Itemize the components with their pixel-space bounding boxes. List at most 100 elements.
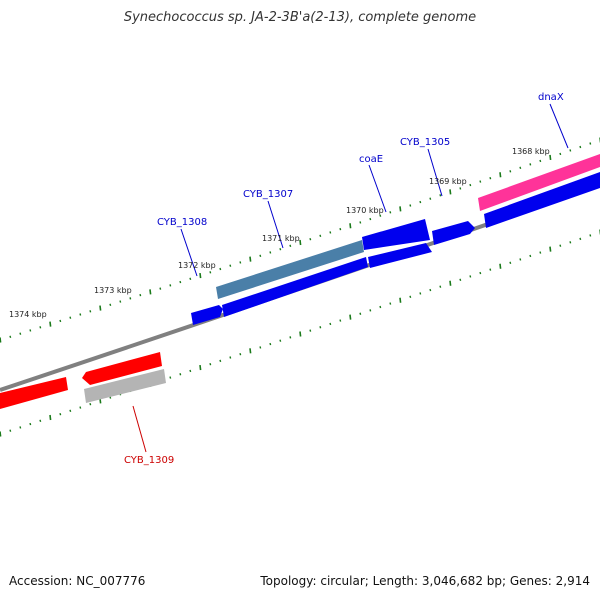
scale-tick-minor bbox=[109, 303, 112, 307]
scale-tick-minor bbox=[129, 297, 132, 300]
scale-tick-minor bbox=[259, 346, 262, 349]
scale-tick-minor bbox=[509, 261, 512, 265]
scale-tick-minor bbox=[59, 319, 62, 323]
scale-tick-minor bbox=[219, 267, 222, 271]
gene-label-dnaX[interactable]: dnaX bbox=[538, 92, 564, 103]
scale-tick-minor bbox=[319, 326, 322, 329]
scale-tick-minor bbox=[409, 204, 412, 207]
scale-tick-major bbox=[249, 348, 252, 354]
scale-tick-major bbox=[399, 297, 402, 303]
scale-tick-major bbox=[349, 314, 352, 320]
scale-tick-minor bbox=[59, 412, 62, 416]
scale-tick-major bbox=[249, 256, 252, 262]
scale-tick-minor bbox=[119, 300, 122, 303]
cds-feature-cyb1308[interactable] bbox=[191, 305, 223, 325]
scale-tick-major bbox=[549, 246, 552, 252]
cds-feature-red-mid[interactable] bbox=[82, 352, 162, 385]
callout-line-cyb1309 bbox=[132, 405, 147, 453]
scale-tick-minor bbox=[489, 176, 492, 180]
scale-tick-minor bbox=[519, 166, 522, 170]
gene-label-cyb1308[interactable]: CYB_1308 bbox=[157, 217, 207, 228]
scale-tick-minor bbox=[219, 359, 222, 363]
cds-feature-cyb1307-lower[interactable] bbox=[222, 257, 368, 317]
scale-tick-minor bbox=[339, 227, 342, 231]
scale-tick-minor bbox=[239, 261, 242, 264]
cds-feature-long-forward[interactable] bbox=[484, 172, 600, 228]
scale-tick-major bbox=[199, 272, 202, 279]
scale-tick-minor bbox=[309, 329, 312, 332]
scale-tick-minor bbox=[569, 241, 572, 244]
scale-tick-minor bbox=[169, 284, 172, 287]
scale-tick-minor bbox=[579, 145, 582, 149]
cds-feature-red-left[interactable] bbox=[0, 377, 68, 409]
cds-feature-cyb1307[interactable] bbox=[216, 240, 364, 299]
cds-feature-coaE-upper[interactable] bbox=[362, 219, 430, 250]
accession-text: Accession: NC_007776 bbox=[9, 574, 146, 588]
scale-label: 1373 kbp bbox=[94, 286, 132, 295]
scale-tick-minor bbox=[439, 194, 442, 197]
scale-tick-major bbox=[0, 431, 2, 437]
scale-tick-minor bbox=[329, 322, 332, 326]
scale-tick-minor bbox=[369, 309, 372, 312]
genome-summary-text: Topology: circular; Length: 3,046,682 bp… bbox=[260, 574, 590, 588]
gene-label-cyb1309[interactable]: CYB_1309 bbox=[124, 455, 174, 466]
scale-tick-major bbox=[99, 305, 102, 311]
scale-tick-major bbox=[349, 223, 352, 229]
scale-tick-major bbox=[499, 172, 502, 178]
scale-label: 1371 kbp bbox=[262, 234, 300, 243]
scale-label: 1372 kbp bbox=[178, 261, 216, 270]
scale-tick-minor bbox=[289, 336, 292, 339]
gene-label-cyb1307[interactable]: CYB_1307 bbox=[243, 189, 293, 200]
scale-tick-minor bbox=[29, 329, 32, 332]
scale-tick-minor bbox=[429, 288, 432, 292]
scale-tick-minor bbox=[529, 254, 532, 258]
callout-line-cyb1308 bbox=[180, 228, 198, 277]
scale-label: 1370 kbp bbox=[346, 206, 384, 215]
scale-tick-minor bbox=[569, 149, 572, 152]
reverse-features bbox=[0, 352, 166, 409]
cds-feature-cyb1309[interactable] bbox=[84, 369, 166, 403]
scale-tick-minor bbox=[339, 319, 342, 322]
scale-tick-minor bbox=[279, 247, 282, 251]
scale-tick-minor bbox=[389, 302, 392, 305]
cds-feature-cyb1305[interactable] bbox=[432, 221, 475, 245]
callout-line-coaE bbox=[368, 164, 387, 213]
cds-feature-coaE-lower[interactable] bbox=[368, 243, 432, 268]
scale-tick-minor bbox=[169, 376, 172, 379]
scale-tick-minor bbox=[19, 426, 22, 429]
gene-label-cyb1305[interactable]: CYB_1305 bbox=[400, 137, 450, 148]
scale-tick-minor bbox=[289, 244, 292, 248]
callout-line-cyb1307 bbox=[267, 200, 284, 249]
scale-tick-major bbox=[449, 189, 452, 195]
forward-features bbox=[191, 172, 600, 325]
scale-tick-major bbox=[0, 337, 2, 343]
scale-tick-minor bbox=[409, 295, 412, 299]
scale-tick-minor bbox=[329, 231, 332, 234]
scale-ticks-outer bbox=[0, 137, 600, 343]
scale-tick-major bbox=[299, 239, 302, 246]
scale-tick-minor bbox=[479, 271, 482, 275]
scale-tick-minor bbox=[9, 335, 12, 339]
scale-tick-minor bbox=[19, 332, 22, 335]
scale-tick-minor bbox=[69, 316, 72, 319]
scale-tick-major bbox=[299, 331, 302, 337]
scale-tick-minor bbox=[559, 152, 562, 156]
scale-tick-minor bbox=[589, 142, 592, 145]
scale-tick-minor bbox=[269, 342, 272, 346]
scale-tick-major bbox=[399, 206, 402, 212]
gene-label-coaE[interactable]: coaE bbox=[359, 154, 383, 165]
scale-tick-minor bbox=[239, 352, 242, 356]
scale-tick-minor bbox=[189, 369, 192, 373]
scale-tick-minor bbox=[39, 326, 42, 329]
cds-feature-dnaX[interactable] bbox=[478, 154, 600, 211]
scale-tick-minor bbox=[229, 264, 232, 267]
scale-tick-minor bbox=[209, 271, 212, 274]
callout-line-cyb1305 bbox=[427, 148, 443, 197]
scale-tick-minor bbox=[309, 237, 312, 241]
scale-tick-minor bbox=[229, 356, 232, 359]
scale-tick-minor bbox=[29, 422, 32, 426]
scale-tick-minor bbox=[319, 234, 322, 238]
scale-tick-major bbox=[49, 321, 52, 327]
scale-tick-minor bbox=[159, 287, 162, 290]
